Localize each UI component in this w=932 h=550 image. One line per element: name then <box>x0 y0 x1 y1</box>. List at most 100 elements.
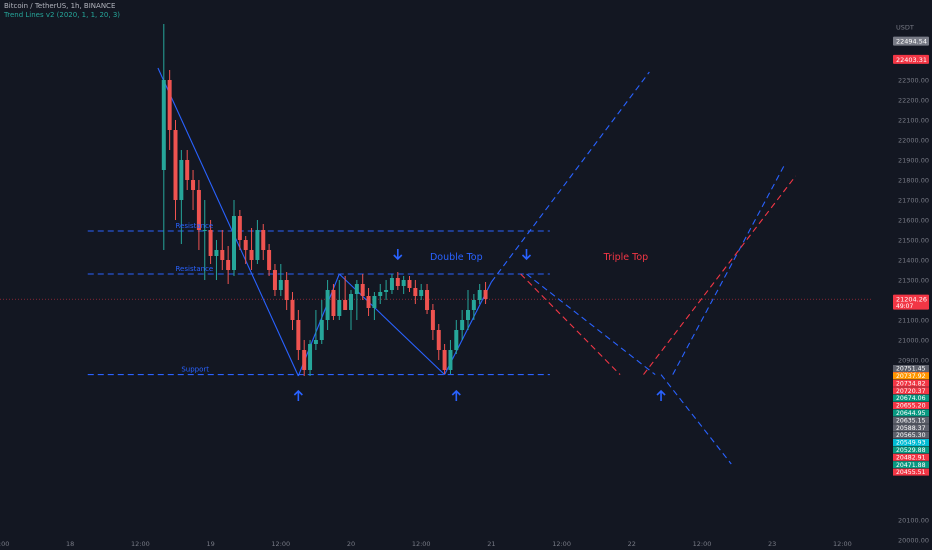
candle-body-27 <box>319 320 324 340</box>
level-badge-1: 20737.92 <box>896 373 926 380</box>
candle-body-9 <box>214 250 219 256</box>
x-tick-label-8: 12:00 <box>552 540 571 548</box>
candle-body-44 <box>419 290 424 296</box>
level-badge-bg-1 <box>893 372 929 380</box>
level-badge-bg-7 <box>893 416 929 424</box>
candle-body-41 <box>401 280 406 286</box>
level-badge-0: 20751.45 <box>896 366 926 373</box>
annotation-4: Triple Top <box>603 252 649 263</box>
candle-body-19 <box>272 270 277 290</box>
arrow-up-icon-3 <box>451 389 461 401</box>
arrow-up-icon-4 <box>656 389 666 401</box>
candle-body-24 <box>302 350 307 370</box>
candle-body-49 <box>448 350 453 370</box>
y-tick-label-0: 20000.00 <box>898 537 929 545</box>
candle-body-37 <box>378 292 383 296</box>
annotation-3: Double Top <box>430 252 483 263</box>
pattern-line-3 <box>157 67 299 377</box>
symbol-title[interactable]: Bitcoin / TetherUS, 1h, BINANCE <box>4 2 116 10</box>
candle-body-13 <box>237 216 242 240</box>
candle-body-0 <box>161 80 166 170</box>
pattern-line-12 <box>643 175 797 375</box>
candle-body-25 <box>308 344 313 370</box>
arrow-down-icon-1 <box>521 249 532 261</box>
candle-body-26 <box>313 340 318 344</box>
candle-body-48 <box>442 350 447 370</box>
candle-body-42 <box>407 280 412 288</box>
level-badge-13: 20471.88 <box>896 462 926 469</box>
level-badge-14: 20455.51 <box>896 469 926 476</box>
pattern-line-7 <box>490 71 650 283</box>
y-tick-label-12: 21900.00 <box>898 157 929 165</box>
candle-body-11 <box>226 260 231 270</box>
y-tick-label-8: 21500.00 <box>898 237 929 245</box>
pattern-line-10 <box>672 165 785 375</box>
candle-body-2 <box>173 130 178 200</box>
level-badge-5: 20655.20 <box>896 403 926 410</box>
level-badge-bg-9 <box>893 431 929 439</box>
candle-body-21 <box>284 280 289 300</box>
pattern-line-11 <box>520 273 621 375</box>
candle-body-7 <box>202 230 207 231</box>
x-tick-label-12: 12:00 <box>833 540 852 548</box>
candle-body-15 <box>249 250 254 260</box>
y-tick-label-9: 21600.00 <box>898 217 929 225</box>
candle-body-50 <box>454 330 459 350</box>
candle-body-55 <box>483 290 488 299</box>
level-badge-9: 20565.30 <box>896 432 926 439</box>
price-badge-bg-2 <box>893 54 929 64</box>
candle-body-33 <box>354 284 359 294</box>
price-badge-3: 21204.26 <box>896 296 927 304</box>
candle-body-6 <box>196 190 201 230</box>
candle-body-34 <box>360 284 365 296</box>
x-tick-label-0: 12:00 <box>0 540 9 548</box>
level-badge-bg-10 <box>893 439 929 446</box>
y-tick-label-7: 21400.00 <box>898 257 929 265</box>
candle-body-3 <box>179 160 184 200</box>
candle-body-38 <box>384 290 389 292</box>
x-tick-label-4: 12:00 <box>271 540 290 548</box>
level-badge-bg-8 <box>893 424 929 432</box>
y-tick-label-6: 21300.00 <box>898 277 929 285</box>
candle-body-52 <box>466 310 470 320</box>
candle-body-31 <box>343 300 348 310</box>
level-badge-7: 20635.15 <box>896 417 926 424</box>
candle-body-29 <box>331 290 336 316</box>
x-tick-label-3: 19 <box>206 540 214 548</box>
candle-body-51 <box>460 320 465 330</box>
x-tick-label-9: 22 <box>628 540 636 548</box>
candle-body-54 <box>477 290 482 300</box>
level-badge-bg-6 <box>893 409 929 417</box>
y-tick-label-2: 20900.00 <box>898 357 929 365</box>
candle-body-45 <box>425 290 430 310</box>
level-badge-12: 20482.91 <box>896 454 926 461</box>
level-badge-bg-2 <box>893 379 929 387</box>
price-badge-bg-1 <box>893 36 929 46</box>
annotation-2: Support <box>181 366 209 374</box>
x-tick-label-1: 18 <box>66 540 74 548</box>
candle-body-28 <box>325 290 330 320</box>
indicator-title[interactable]: Trend Lines v2 (2020, 1, 1, 20, 3) <box>4 11 121 19</box>
candle-body-22 <box>290 300 295 320</box>
level-badge-bg-0 <box>893 365 929 372</box>
candle-body-10 <box>220 250 225 260</box>
candle-body-39 <box>389 278 394 290</box>
x-tick-label-7: 21 <box>487 540 495 548</box>
candle-body-32 <box>349 294 353 310</box>
candle-body-35 <box>366 296 371 308</box>
arrow-down-icon-0 <box>393 249 403 261</box>
candle-body-40 <box>395 278 400 286</box>
level-badge-bg-5 <box>893 402 929 409</box>
candle-body-47 <box>436 330 441 350</box>
x-tick-label-11: 23 <box>768 540 776 548</box>
candle-body-30 <box>337 300 342 316</box>
x-tick-label-6: 12:00 <box>412 540 431 548</box>
candle-body-36 <box>372 296 377 308</box>
candle-body-18 <box>267 250 272 270</box>
y-tick-label-15: 22200.00 <box>898 97 929 105</box>
level-badge-11: 20529.88 <box>896 447 926 454</box>
pattern-line-8 <box>526 273 656 376</box>
candle-body-23 <box>296 320 301 350</box>
